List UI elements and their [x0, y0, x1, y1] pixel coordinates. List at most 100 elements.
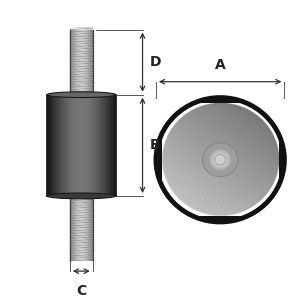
Bar: [78, 95, 79, 196]
Bar: [54, 95, 55, 196]
Circle shape: [207, 147, 233, 172]
Circle shape: [204, 144, 237, 176]
Circle shape: [206, 146, 234, 173]
Bar: [47, 95, 116, 196]
Bar: [56, 95, 57, 196]
Bar: [84, 95, 85, 196]
Circle shape: [216, 156, 224, 164]
Bar: [110, 95, 111, 196]
Circle shape: [220, 159, 221, 160]
Circle shape: [213, 153, 227, 167]
Ellipse shape: [47, 193, 116, 199]
Text: A: A: [215, 58, 226, 72]
Circle shape: [205, 145, 235, 174]
Circle shape: [210, 150, 230, 170]
Bar: [111, 95, 112, 196]
Bar: [61, 95, 62, 196]
Circle shape: [214, 153, 227, 166]
Circle shape: [208, 148, 233, 172]
Text: B: B: [150, 138, 160, 152]
Circle shape: [208, 148, 232, 171]
Circle shape: [216, 156, 224, 164]
Bar: [93, 95, 94, 196]
Text: C: C: [76, 284, 86, 298]
Bar: [83, 95, 84, 196]
Circle shape: [212, 152, 229, 168]
Circle shape: [218, 158, 223, 162]
Bar: [94, 95, 95, 196]
Bar: [105, 95, 106, 196]
Circle shape: [210, 150, 231, 170]
Circle shape: [218, 158, 222, 161]
Bar: [65, 95, 66, 196]
Bar: [90, 95, 91, 196]
Bar: [87, 95, 88, 196]
Bar: [100, 95, 101, 196]
Circle shape: [207, 147, 233, 172]
Bar: [104, 95, 105, 196]
Bar: [112, 95, 113, 196]
Bar: [73, 95, 74, 196]
Bar: [106, 95, 107, 196]
Bar: [108, 95, 109, 196]
Circle shape: [213, 153, 227, 166]
Circle shape: [213, 153, 227, 167]
Bar: [99, 95, 100, 196]
Bar: [81, 95, 82, 196]
Circle shape: [212, 152, 229, 168]
Circle shape: [210, 150, 231, 170]
Bar: [98, 95, 99, 196]
Bar: [58, 95, 59, 196]
Circle shape: [215, 155, 225, 165]
Circle shape: [216, 156, 224, 164]
Bar: [68, 95, 69, 196]
Bar: [71, 95, 72, 196]
Circle shape: [214, 154, 226, 165]
Bar: [54, 95, 55, 196]
Circle shape: [210, 150, 230, 169]
Bar: [59, 95, 60, 196]
Circle shape: [214, 153, 227, 166]
Bar: [102, 95, 103, 196]
Circle shape: [203, 143, 237, 176]
Circle shape: [211, 151, 229, 169]
Circle shape: [216, 155, 225, 164]
Circle shape: [204, 144, 236, 175]
Circle shape: [217, 156, 224, 163]
Bar: [103, 95, 104, 196]
Bar: [113, 95, 114, 196]
Circle shape: [216, 156, 224, 164]
Bar: [101, 95, 102, 196]
Circle shape: [212, 152, 228, 168]
Circle shape: [215, 155, 225, 165]
Circle shape: [214, 154, 226, 166]
Circle shape: [206, 147, 234, 173]
Bar: [82, 95, 83, 196]
Bar: [77, 95, 78, 196]
Circle shape: [212, 152, 228, 168]
Circle shape: [214, 154, 226, 165]
Circle shape: [219, 159, 221, 161]
Bar: [70, 95, 71, 196]
Circle shape: [215, 155, 225, 164]
Bar: [96, 95, 97, 196]
Bar: [49, 95, 50, 196]
Circle shape: [208, 148, 232, 171]
Bar: [75, 95, 76, 196]
Bar: [48, 95, 49, 196]
Circle shape: [217, 157, 223, 163]
Circle shape: [218, 157, 223, 163]
Bar: [76, 95, 77, 196]
Bar: [98, 95, 99, 196]
Circle shape: [220, 159, 221, 160]
Circle shape: [205, 145, 236, 175]
Bar: [73, 95, 74, 196]
Circle shape: [212, 151, 229, 168]
Circle shape: [211, 151, 230, 169]
Bar: [110, 95, 111, 196]
Circle shape: [214, 154, 226, 166]
Circle shape: [211, 151, 230, 169]
Bar: [88, 95, 89, 196]
Circle shape: [209, 149, 231, 170]
Bar: [55, 95, 56, 196]
